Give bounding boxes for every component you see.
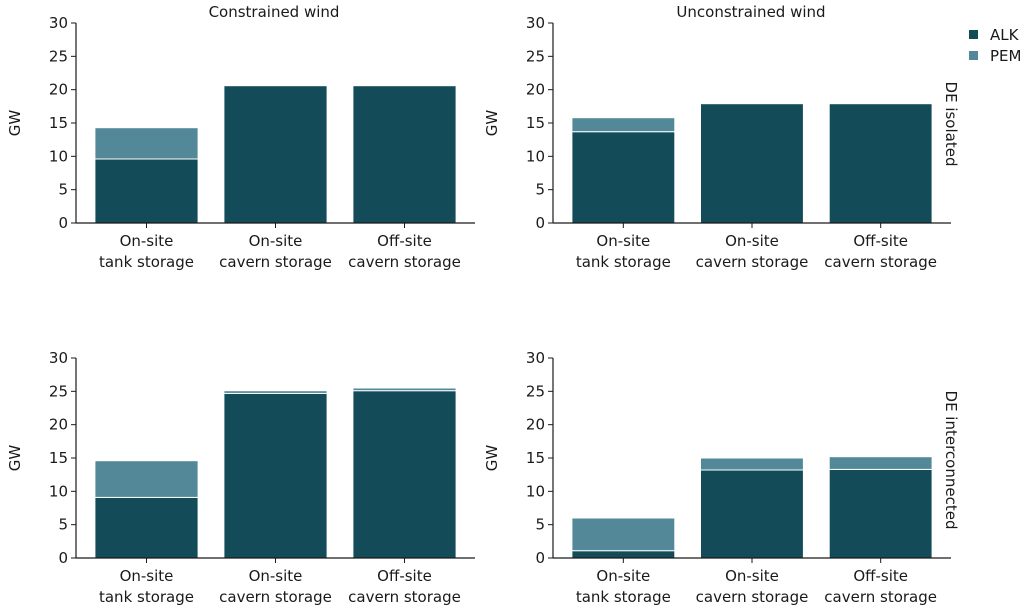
- x-tick-label: On-site cavern storage: [696, 232, 809, 271]
- bar-pem-1: [94, 460, 199, 498]
- x-tick-label: On-site cavern storage: [696, 567, 809, 606]
- legend-swatch-alk: [969, 30, 978, 39]
- y-tick-label: 15: [49, 449, 68, 467]
- bar-pem-3: [352, 387, 457, 392]
- bar-pem-1: [571, 117, 676, 133]
- row-label-interconnected: DE interconnected: [942, 391, 960, 530]
- y-axis-label: GW: [6, 445, 24, 472]
- y-tick-label: 10: [526, 147, 545, 165]
- legend-swatch-pem: [969, 51, 978, 60]
- bar-pem-2: [223, 390, 328, 394]
- bar-alk-3: [828, 103, 933, 224]
- y-tick-label: 0: [58, 214, 68, 232]
- y-tick-label: 30: [49, 14, 68, 32]
- bar-alk-2: [700, 103, 804, 224]
- y-tick-label: 20: [49, 416, 68, 434]
- x-tick-label: On-site cavern storage: [219, 232, 332, 271]
- bar-alk-1: [571, 131, 676, 224]
- y-tick-label: 5: [535, 516, 545, 534]
- y-tick-label: 0: [535, 549, 545, 567]
- y-tick-label: 30: [526, 14, 545, 32]
- bar-alk-2: [700, 469, 804, 559]
- bar-pem-2: [700, 457, 804, 471]
- bar-pem-3: [828, 456, 933, 470]
- y-tick-label: 20: [49, 81, 68, 99]
- y-tick-label: 30: [526, 349, 545, 367]
- panel-4: On-site tank storage On-site cavern storage…: [483, 349, 951, 606]
- x-tick-label: Off-site cavern storage: [824, 567, 937, 606]
- bar-alk-3: [828, 468, 933, 559]
- y-tick-label: 10: [49, 147, 68, 165]
- column-title-unconstrained: Unconstrained wind: [676, 3, 825, 21]
- y-tick-label: 25: [526, 47, 545, 65]
- bar-alk-1: [94, 158, 199, 224]
- y-tick-label: 25: [526, 382, 545, 400]
- y-tick-label: 20: [526, 416, 545, 434]
- bar-alk-2: [223, 85, 328, 224]
- y-tick-label: 25: [49, 382, 68, 400]
- bar-alk-2: [223, 392, 328, 559]
- bar-alk-1: [94, 496, 199, 559]
- bar-alk-1: [571, 550, 676, 559]
- x-tick-label: Off-site cavern storage: [348, 567, 461, 606]
- y-tick-label: 15: [526, 114, 545, 132]
- x-tick-label: Off-site cavern storage: [824, 232, 937, 271]
- column-title-constrained: Constrained wind: [209, 3, 340, 21]
- x-tick-label: On-site cavern storage: [219, 567, 332, 606]
- y-axis-label: GW: [483, 445, 501, 472]
- x-tick-label: On-site tank storage: [576, 567, 671, 606]
- x-tick-label: On-site tank storage: [99, 232, 194, 271]
- y-tick-label: 5: [535, 181, 545, 199]
- y-tick-label: 20: [526, 81, 545, 99]
- y-axis-label: GW: [6, 110, 24, 137]
- bar-pem-1: [94, 127, 199, 160]
- panel-1: On-site tank storage On-site cavern storage…: [6, 14, 475, 271]
- y-tick-label: 5: [58, 516, 68, 534]
- bar-alk-3: [352, 390, 457, 559]
- legend-label-pem: PEM: [990, 47, 1021, 65]
- y-tick-label: 25: [49, 47, 68, 65]
- y-tick-label: 10: [526, 482, 545, 500]
- y-tick-label: 15: [526, 449, 545, 467]
- y-tick-label: 5: [58, 181, 68, 199]
- y-tick-label: 30: [49, 349, 68, 367]
- row-label-isolated: DE isolated: [942, 82, 960, 167]
- y-tick-label: 0: [58, 549, 68, 567]
- bar-pem-1: [571, 517, 676, 552]
- y-tick-label: 15: [49, 114, 68, 132]
- legend: ALK PEM: [969, 26, 1021, 65]
- panel-2: On-site tank storage On-site cavern storage…: [483, 14, 951, 271]
- legend-label-alk: ALK: [990, 26, 1020, 44]
- bar-alk-3: [352, 85, 457, 224]
- x-tick-label: On-site tank storage: [99, 567, 194, 606]
- panel-3: On-site tank storage On-site cavern storage…: [6, 349, 475, 606]
- y-tick-label: 0: [535, 214, 545, 232]
- x-tick-label: On-site tank storage: [576, 232, 671, 271]
- y-axis-label: GW: [483, 110, 501, 137]
- x-tick-label: Off-site cavern storage: [348, 232, 461, 271]
- y-tick-label: 10: [49, 482, 68, 500]
